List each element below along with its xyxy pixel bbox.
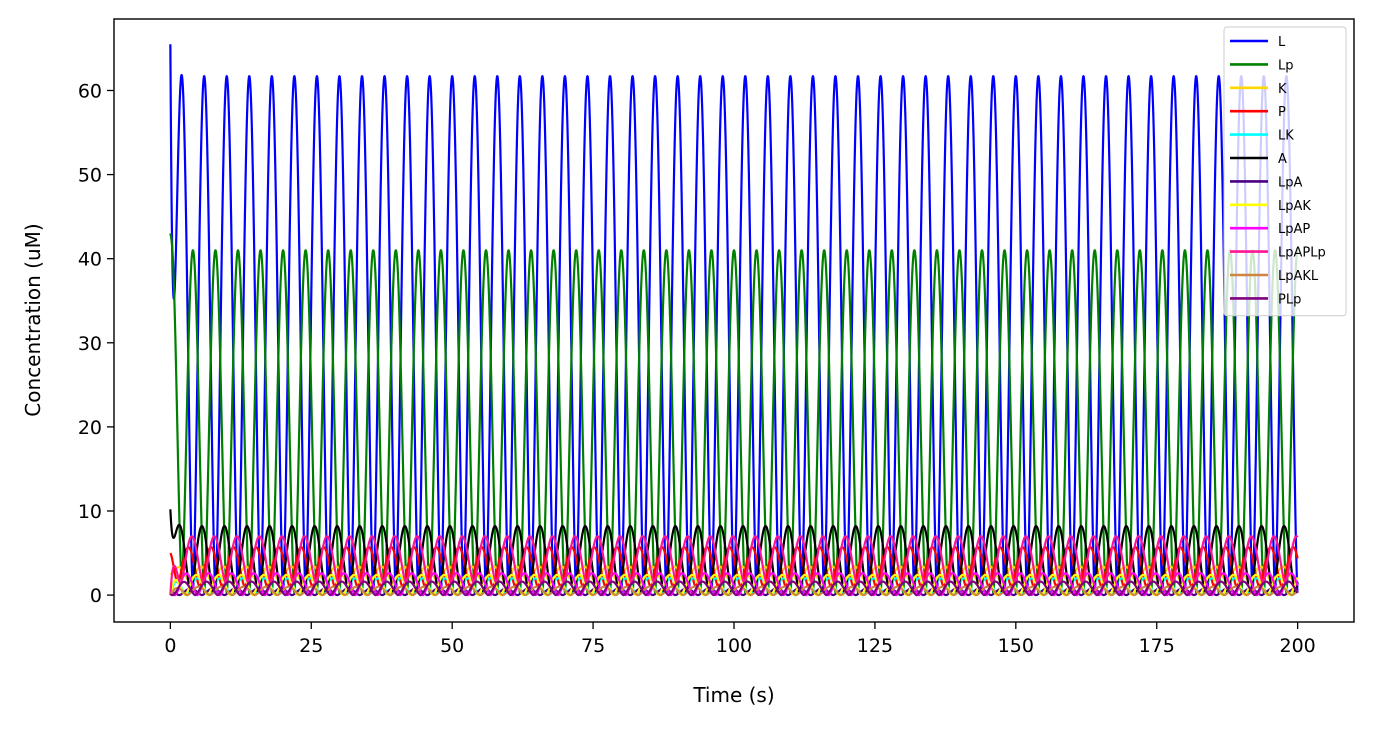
x-tick-label: 175 bbox=[1139, 635, 1175, 657]
x-tick-label: 0 bbox=[164, 635, 176, 657]
y-tick-label: 50 bbox=[78, 165, 102, 187]
y-tick-label: 10 bbox=[78, 501, 102, 523]
legend-label-a: A bbox=[1278, 152, 1287, 167]
x-axis-label: Time (s) bbox=[692, 683, 774, 707]
legend-label-k: K bbox=[1278, 82, 1287, 97]
x-tick-label: 100 bbox=[716, 635, 752, 657]
legend-label-p: P bbox=[1278, 105, 1286, 120]
y-tick-label: 0 bbox=[90, 585, 102, 607]
legend-box bbox=[1223, 26, 1347, 317]
legend-label-lpakl: LpAKL bbox=[1278, 269, 1319, 284]
x-tick-label: 125 bbox=[857, 635, 893, 657]
x-tick-label: 75 bbox=[581, 635, 605, 657]
y-axis-label: Concentration (uM) bbox=[21, 223, 45, 416]
series-line-plp bbox=[169, 580, 1299, 597]
x-tick-label: 50 bbox=[440, 635, 464, 657]
legend-label-lpa: LpA bbox=[1278, 175, 1302, 190]
y-tick-label: 30 bbox=[78, 333, 102, 355]
series-layer bbox=[169, 44, 1299, 597]
legend-label-lpap: LpAP bbox=[1278, 222, 1310, 237]
legend-label-lp: Lp bbox=[1278, 58, 1294, 73]
series-line-l bbox=[169, 44, 1299, 594]
legend-label-lpak: LpAK bbox=[1278, 199, 1311, 214]
legend-label-plp: PLp bbox=[1278, 292, 1301, 307]
x-tick-label: 200 bbox=[1280, 635, 1316, 657]
x-tick-label: 25 bbox=[299, 635, 323, 657]
y-axis-ticks: 0 10 20 30 40 50 60 bbox=[78, 80, 114, 607]
x-tick-label: 150 bbox=[998, 635, 1034, 657]
y-tick-label: 60 bbox=[78, 80, 102, 102]
legend-label-l: L bbox=[1278, 35, 1286, 50]
y-tick-label: 40 bbox=[78, 249, 102, 271]
x-axis-ticks: 0 25 50 75 100 125 150 175 200 bbox=[164, 622, 1316, 657]
legend: L Lp KP LK A LpA LpAK LpAP LpAPLp LpAKL PLp bbox=[1223, 26, 1347, 317]
series-line-lp bbox=[169, 233, 1299, 594]
y-tick-label: 20 bbox=[78, 417, 102, 439]
legend-label-lpaplp: LpAPLp bbox=[1278, 246, 1326, 261]
legend-label-lk: LK bbox=[1278, 129, 1294, 144]
series-line-lpaplp bbox=[169, 535, 1299, 596]
